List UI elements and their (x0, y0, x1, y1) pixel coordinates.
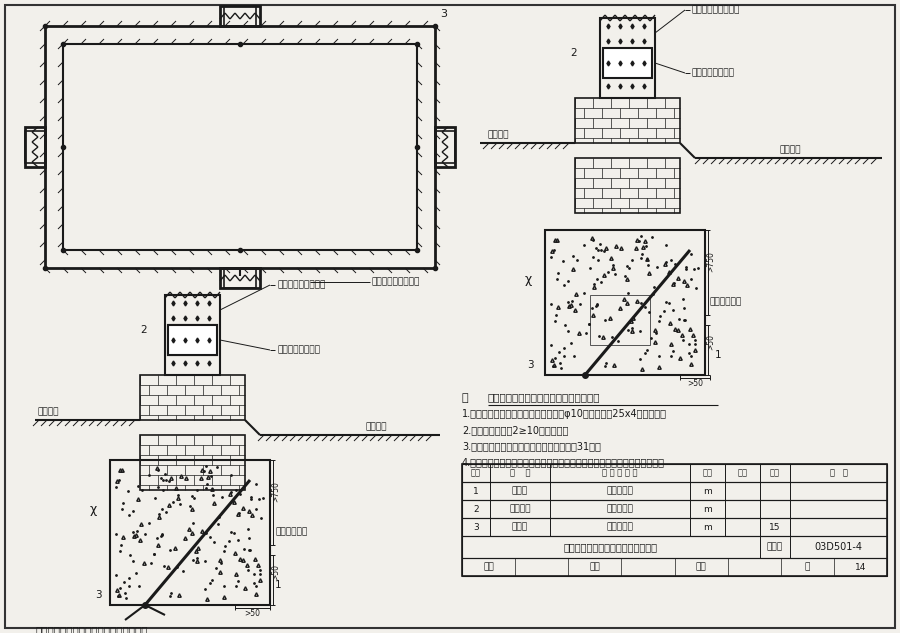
Text: 3: 3 (473, 522, 479, 532)
Text: m: m (703, 505, 712, 513)
Text: 页次: 页次 (770, 468, 780, 477)
Text: 见工程设计: 见工程设计 (607, 505, 634, 513)
Text: 3: 3 (440, 9, 447, 19)
Bar (462, 518, 887, 536)
Text: 支持器: 支持器 (512, 522, 528, 532)
Text: 连接导体: 连接导体 (509, 505, 531, 513)
Text: >750: >750 (272, 481, 281, 502)
Bar (165, 295, 220, 375)
Text: 2: 2 (473, 505, 479, 513)
Text: 备   注: 备 注 (830, 468, 848, 477)
Text: 1: 1 (715, 350, 722, 360)
Bar (224, 268, 256, 288)
Text: 敏设在无钓筋混凝土基础内的圆钓接地极: 敏设在无钓筋混凝土基础内的圆钓接地极 (488, 392, 600, 402)
Text: 15: 15 (770, 522, 781, 532)
Bar (462, 464, 887, 576)
Text: 单位: 单位 (703, 468, 713, 477)
Text: >50: >50 (244, 608, 260, 618)
Bar (220, 268, 260, 288)
Bar (168, 325, 217, 355)
Text: 1: 1 (275, 580, 282, 590)
Text: 室内地面: 室内地面 (488, 130, 509, 139)
Text: >50: >50 (687, 379, 703, 387)
Bar (462, 558, 887, 576)
Text: 室外地面: 室外地面 (780, 146, 802, 154)
Text: 素混凝土基础: 素混凝土基础 (710, 298, 742, 306)
Bar (590, 295, 650, 345)
Bar (462, 536, 887, 558)
Text: 4.支持器的间距以土建施工中能使人工接地极不发生偏移为准，由现场确定。: 4.支持器的间距以土建施工中能使人工接地极不发生偏移为准，由现场确定。 (462, 457, 665, 467)
Text: 页: 页 (805, 563, 810, 572)
Text: 结构地棁内主钓筋: 结构地棁内主钓筋 (277, 346, 320, 354)
Bar (63, 44, 417, 250)
Text: 结构构造柱内主钓筋: 结构构造柱内主钓筋 (692, 6, 741, 15)
Bar (435, 127, 455, 167)
Bar (435, 131, 455, 163)
Text: 校对: 校对 (590, 563, 600, 572)
Text: 接地体过建筑伸缩缝: 接地体过建筑伸缩缝 (372, 277, 420, 287)
Text: 序号: 序号 (471, 468, 481, 477)
Bar (600, 18, 655, 98)
Text: >750: >750 (706, 251, 716, 272)
Text: 2: 2 (140, 325, 147, 335)
Text: 3.接地极过建筑伸缩缝的做法参见本图集由31页。: 3.接地极过建筑伸缩缝的做法参见本图集由31页。 (462, 441, 601, 451)
Text: 结构构造柱内主钓筋: 结构构造柱内主钓筋 (277, 280, 326, 289)
Text: 2: 2 (570, 48, 577, 58)
Text: 室内地面: 室内地面 (38, 408, 59, 417)
Text: 名    称: 名 称 (509, 468, 530, 477)
Text: 接地极: 接地极 (512, 487, 528, 496)
Bar (45, 26, 435, 268)
Text: 室外地面: 室外地面 (365, 422, 386, 432)
Text: 2.连接线一般采用2≥10镇转圆钓。: 2.连接线一般采用2≥10镇转圆钓。 (462, 425, 569, 435)
Text: >50: >50 (272, 564, 281, 580)
Text: 数量: 数量 (737, 468, 748, 477)
Text: 设计: 设计 (696, 563, 706, 572)
Text: 图集号: 图集号 (767, 542, 783, 551)
Text: 素混凝土基础: 素混凝土基础 (275, 527, 307, 537)
Text: 注: 注 (462, 393, 469, 403)
Bar (545, 230, 705, 375)
Text: 1.接地极规格见工程设计，但不应小于φ10镇转圆钓或25x4镇转扁钓。: 1.接地极规格见工程设计，但不应小于φ10镇转圆钓或25x4镇转扁钓。 (462, 409, 667, 419)
Bar (575, 158, 680, 213)
Bar (168, 325, 217, 355)
Text: 结构地棁内主钓筋: 结构地棁内主钓筋 (692, 68, 735, 77)
Text: 敏设在无钓筋混凝土基础内的扁钓接地极: 敏设在无钓筋混凝土基础内的扁钓接地极 (35, 625, 148, 633)
Text: χ: χ (90, 503, 97, 517)
Text: >50: >50 (706, 334, 716, 350)
Text: m: m (703, 522, 712, 532)
Text: 03D501-4: 03D501-4 (814, 542, 862, 552)
Bar (25, 131, 45, 163)
Bar (603, 48, 652, 78)
Text: 型 号 及 规 格: 型 号 及 规 格 (602, 468, 638, 477)
Text: 埋于基础内的人工接地极安装（一）: 埋于基础内的人工接地极安装（一） (564, 542, 658, 552)
Text: 14: 14 (855, 563, 866, 572)
Text: 审核: 审核 (483, 563, 494, 572)
Bar (224, 6, 256, 26)
Bar (462, 482, 887, 500)
Bar (140, 375, 245, 420)
Text: m: m (703, 487, 712, 496)
Bar (575, 98, 680, 143)
Bar (140, 435, 245, 490)
Bar (462, 500, 887, 518)
Bar (462, 464, 887, 482)
Text: 见工程设计: 见工程设计 (607, 522, 634, 532)
Text: 3: 3 (527, 360, 534, 370)
Text: 见工程设计: 见工程设计 (607, 487, 634, 496)
Bar (25, 127, 45, 167)
Text: χ: χ (525, 273, 532, 287)
Bar (110, 460, 270, 605)
Text: 1: 1 (473, 487, 479, 496)
Text: 3: 3 (95, 590, 102, 600)
Bar (220, 6, 260, 26)
